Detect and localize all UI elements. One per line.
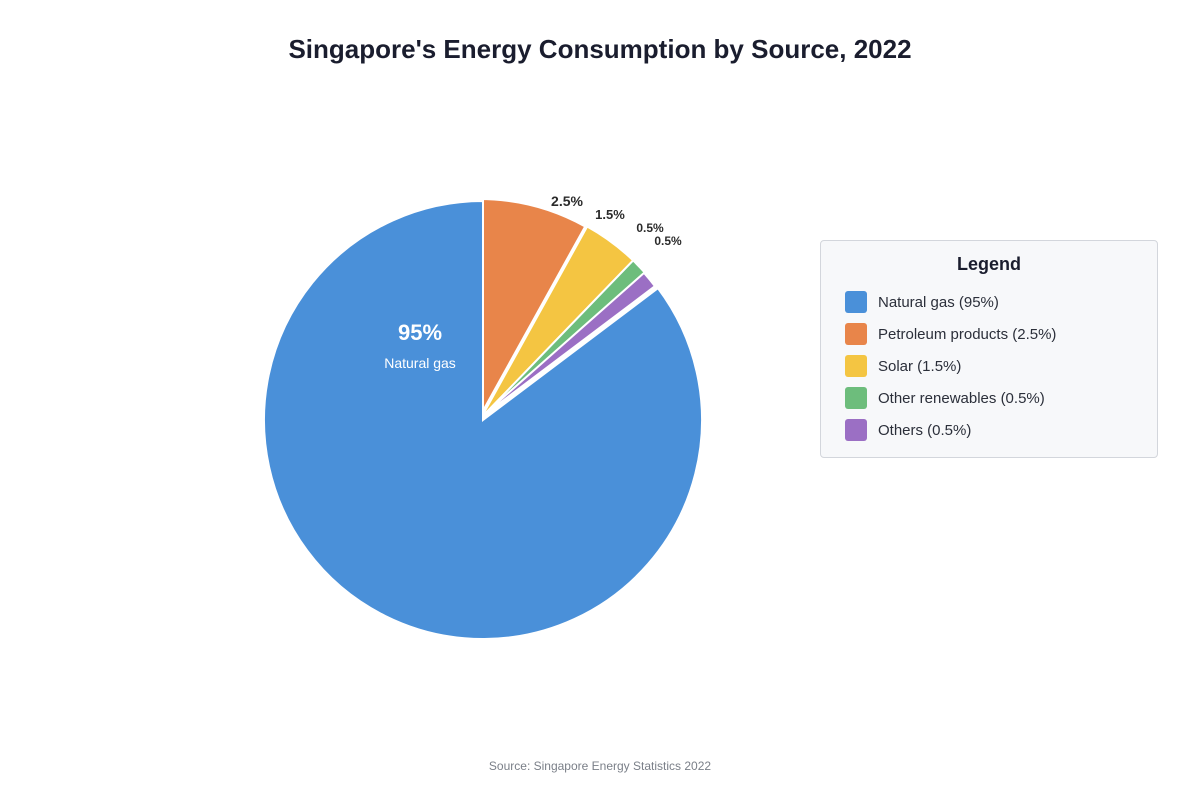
legend: Legend Natural gas (95%) Petroleum produ…	[820, 240, 1158, 458]
value-label-solar: 1.5%	[595, 207, 625, 222]
legend-label: Other renewables (0.5%)	[878, 389, 1045, 407]
legend-item-other-renewables: Other renewables (0.5%)	[845, 387, 1045, 409]
pie-slice-natural-gas	[263, 199, 703, 640]
natural-gas-value-label: 95%	[398, 320, 442, 345]
legend-swatch	[845, 387, 867, 409]
chart-title: Singapore's Energy Consumption by Source…	[288, 34, 912, 64]
legend-item-natural-gas: Natural gas (95%)	[845, 291, 999, 313]
value-label-petroleum-products: 2.5%	[551, 193, 583, 209]
legend-title: Legend	[956, 254, 1021, 274]
value-label-other-renewables: 0.5%	[636, 221, 664, 235]
pie-slice-petroleum-products	[478, 197, 587, 422]
legend-item-others: Others (0.5%)	[845, 419, 971, 441]
legend-swatch	[845, 355, 867, 377]
legend-label: Solar (1.5%)	[878, 357, 962, 375]
pie-slice-others	[479, 271, 657, 419]
source-note: Source: Singapore Energy Statistics 2022	[488, 759, 712, 773]
legend-label: Natural gas (95%)	[878, 293, 999, 311]
legend-swatch	[845, 323, 867, 345]
natural-gas-name-label: Natural gas	[384, 355, 456, 371]
legend-swatch	[845, 291, 867, 313]
legend-swatch	[845, 419, 867, 441]
pie-labels: 95% Natural gas 2.5% 1.5% 0.5%0.5%	[384, 193, 682, 371]
pie-slices	[263, 197, 703, 640]
value-label-others: 0.5%	[654, 234, 682, 248]
legend-item-solar: Solar (1.5%)	[845, 355, 961, 377]
legend-label: Others (0.5%)	[878, 421, 972, 439]
legend-item-petroleum-products: Petroleum products (2.5%)	[845, 323, 1056, 345]
legend-label: Petroleum products (2.5%)	[878, 325, 1057, 343]
